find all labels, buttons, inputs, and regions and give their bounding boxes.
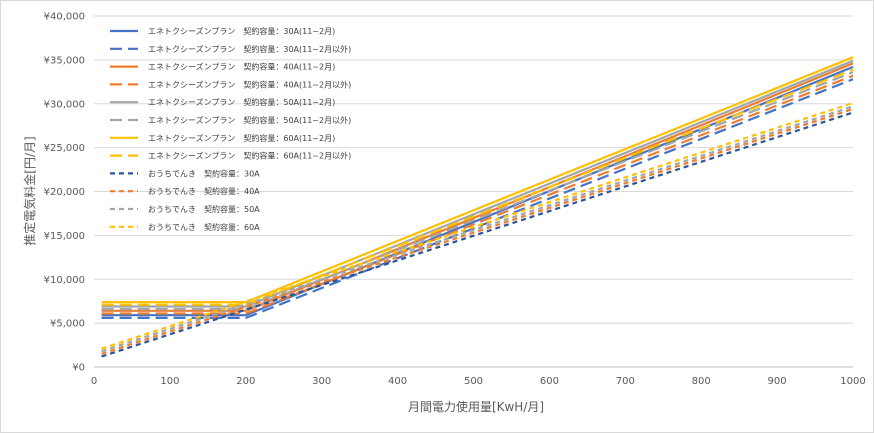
series-line-5 — [101, 59, 854, 308]
x-tick-label: 0 — [91, 376, 97, 387]
series-line-3 — [101, 62, 854, 312]
legend-label: エネトクシーズンプラン 契約容量：30A(11~2月以外) — [148, 44, 351, 54]
x-tick-label: 700 — [616, 376, 635, 387]
x-tick-label: 400 — [388, 376, 407, 387]
legend-label: エネトクシーズンプラン 契約容量：40A(11~2月以外) — [148, 79, 351, 89]
legend-label: おうちでんき 契約容量：60A — [148, 222, 260, 232]
y-tick-label: ¥20,000 — [44, 187, 85, 198]
series-line-6 — [101, 71, 854, 311]
legend-label: エネトクシーズンプラン 契約容量：60A(11~2月) — [148, 133, 335, 143]
x-tick-label: 200 — [236, 376, 255, 387]
x-axis-title: 月間電力使用量[KwH/月] — [408, 399, 544, 414]
y-tick-label: ¥30,000 — [44, 99, 85, 110]
legend-label: エネトクシーズンプラン 契約容量：30A(11~2月) — [148, 26, 335, 36]
gridlines — [94, 15, 853, 368]
x-tick-labels: 0 100 200 300 400 500 600 700 800 900 1000 — [91, 376, 866, 387]
legend-label: エネトクシーズンプラン 契約容量：50A(11~2月) — [148, 97, 335, 107]
x-tick-label: 100 — [160, 376, 179, 387]
series-line-11 — [101, 105, 854, 353]
x-tick-label: 500 — [464, 376, 483, 387]
y-tick-label: ¥10,000 — [44, 275, 85, 286]
x-tick-label: 300 — [312, 376, 331, 387]
legend-label: おうちでんき 契約容量：30A — [148, 168, 260, 178]
x-tick-label: 900 — [768, 376, 787, 387]
y-axis-title: 推定電気料金[円/月] — [22, 136, 37, 245]
y-tick-label: ¥40,000 — [44, 12, 85, 23]
series-lines — [101, 56, 854, 358]
series-line-12 — [101, 101, 854, 350]
y-tick-label: ¥15,000 — [44, 231, 85, 242]
series-line-10 — [101, 107, 854, 355]
series-line-1 — [101, 65, 854, 317]
x-tick-label: 1000 — [840, 376, 865, 387]
y-tick-labels: ¥0 ¥5,000 ¥10,000 ¥15,000 ¥20,000 ¥25,000 ¥30,… — [44, 12, 85, 374]
y-tick-label: ¥0 — [72, 363, 85, 374]
x-tick-label: 800 — [692, 376, 711, 387]
y-tick-label: ¥35,000 — [44, 55, 85, 66]
legend-label: エネトクシーズンプラン 契約容量：50A(11~2月以外) — [148, 115, 351, 125]
legend: エネトクシーズンプラン 契約容量：30A(11~2月) エネトクシーズンプラン 契… — [110, 26, 351, 232]
series-line-9 — [101, 111, 854, 358]
series-line-8 — [101, 68, 854, 306]
series-line-4 — [101, 74, 854, 315]
x-tick-label: 600 — [540, 376, 559, 387]
series-line-7 — [101, 56, 854, 304]
legend-label: エネトクシーズンプラン 契約容量：60A(11~2月以外) — [148, 151, 351, 161]
series-line-2 — [101, 78, 854, 319]
y-tick-label: ¥25,000 — [44, 143, 85, 154]
legend-label: おうちでんき 契約容量：40A — [148, 186, 260, 196]
legend-label: おうちでんき 契約容量：50A — [148, 204, 260, 214]
legend-label: エネトクシーズンプラン 契約容量：40A(11~2月) — [148, 62, 335, 72]
y-tick-label: ¥5,000 — [50, 319, 85, 330]
